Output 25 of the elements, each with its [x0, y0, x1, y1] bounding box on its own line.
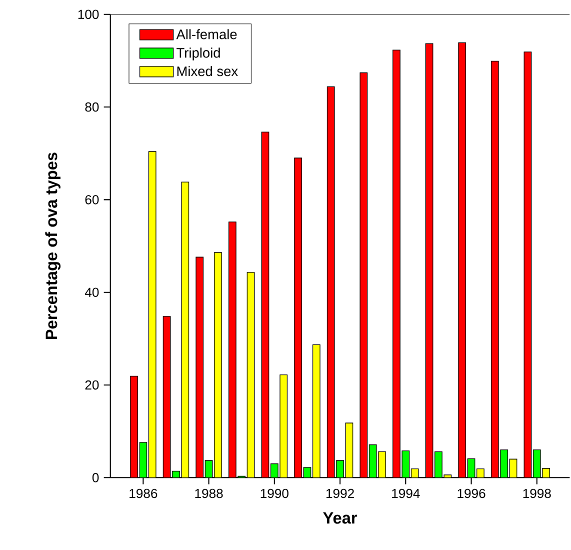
- x-tick-label: 1990: [260, 489, 288, 498]
- y-axis-title: Percentage of ova types: [45, 152, 61, 340]
- y-tick-label: 80: [85, 102, 99, 112]
- legend-label: Mixed sex: [177, 66, 238, 76]
- y-tick-label: 20: [85, 380, 99, 390]
- x-axis-title: Year: [323, 512, 358, 524]
- bar: [246, 272, 255, 478]
- x-tick-label: 1986: [130, 489, 158, 498]
- y-tick-label: 40: [84, 288, 99, 298]
- bar: [181, 182, 190, 478]
- x-tick-label: 1998: [523, 489, 551, 498]
- legend-label: Triploid: [176, 48, 220, 61]
- x-tick-label: 1996: [458, 489, 486, 498]
- bar: [378, 452, 386, 478]
- x-tick-label: 1992: [326, 489, 354, 498]
- x-tick-label: 1988: [195, 489, 223, 498]
- y-tick-label: 100: [78, 10, 99, 20]
- bar: [214, 252, 222, 478]
- bar: [148, 151, 156, 478]
- legend-label: All-female: [176, 29, 237, 40]
- y-tick-label: 0: [92, 473, 99, 482]
- bar: [280, 374, 288, 478]
- y-tick-label: 60: [85, 195, 99, 205]
- x-tick-label: 1994: [392, 489, 420, 498]
- bar: [312, 344, 320, 478]
